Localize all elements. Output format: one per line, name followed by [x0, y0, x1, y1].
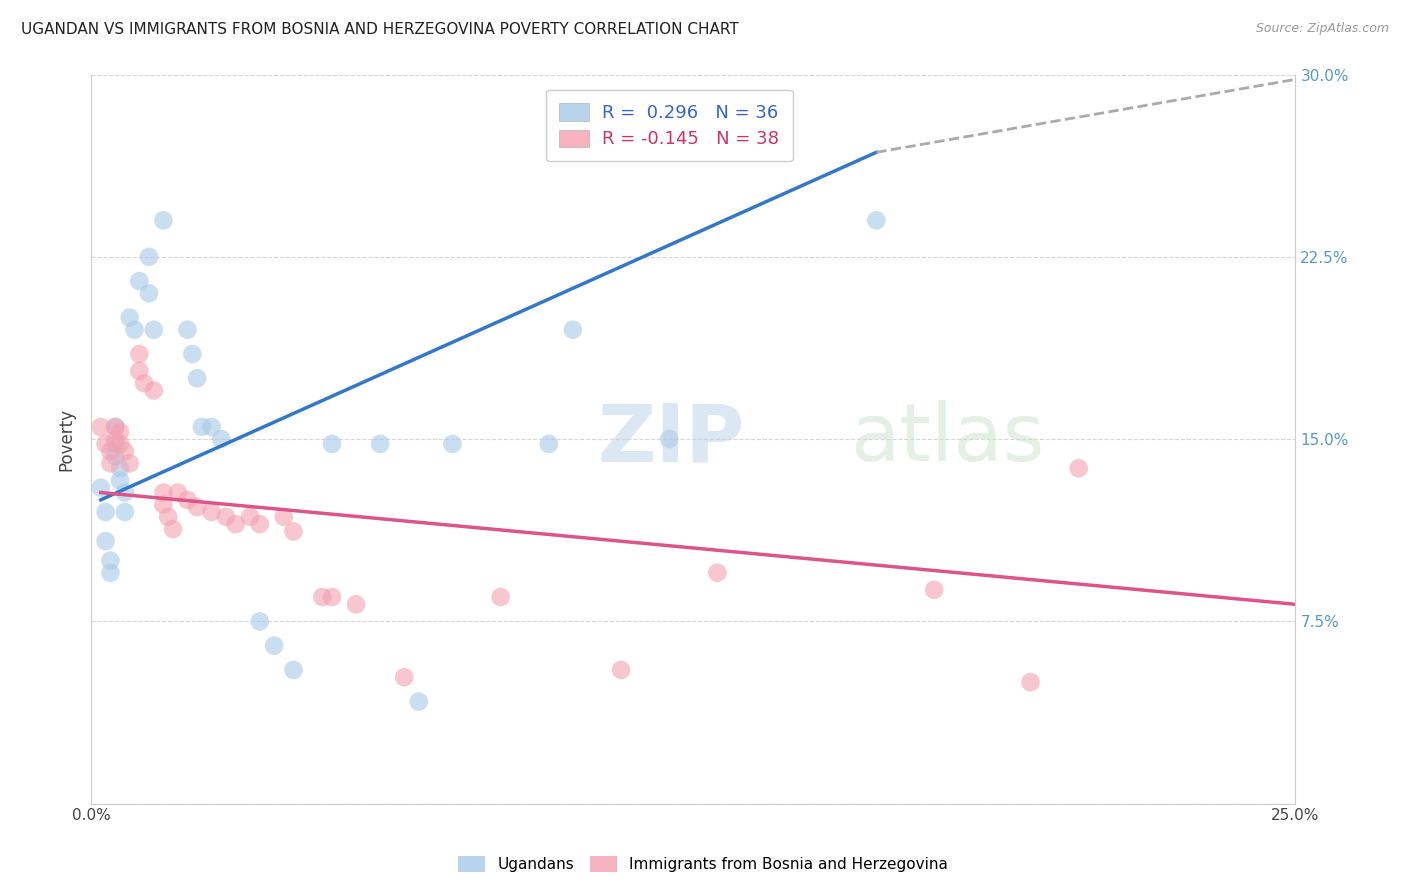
Point [186, 371, 208, 385]
Point [865, 213, 887, 227]
Text: atlas: atlas [849, 401, 1045, 478]
Point [104, 420, 127, 434]
Point [142, 384, 165, 398]
Point [181, 347, 204, 361]
Point [706, 566, 728, 580]
Point [344, 598, 367, 612]
Point [283, 663, 305, 677]
Point [152, 213, 174, 227]
Point [283, 524, 305, 539]
Point [191, 420, 214, 434]
Point [114, 505, 136, 519]
Text: Source: ZipAtlas.com: Source: ZipAtlas.com [1256, 22, 1389, 36]
Point [100, 566, 122, 580]
Point [90, 481, 112, 495]
Point [176, 492, 198, 507]
Point [108, 461, 131, 475]
Point [138, 286, 160, 301]
Point [104, 437, 127, 451]
Point [200, 505, 222, 519]
Point [273, 509, 295, 524]
Point [134, 376, 156, 391]
Point [311, 590, 333, 604]
Point [1019, 675, 1042, 690]
Point [658, 432, 681, 446]
Point [118, 310, 141, 325]
Text: ZIP: ZIP [598, 401, 744, 478]
Point [162, 522, 184, 536]
Text: UGANDAN VS IMMIGRANTS FROM BOSNIA AND HERZEGOVINA POVERTY CORRELATION CHART: UGANDAN VS IMMIGRANTS FROM BOSNIA AND HE… [21, 22, 738, 37]
Y-axis label: Poverty: Poverty [58, 408, 75, 471]
Point [209, 432, 232, 446]
Point [100, 456, 122, 470]
Point [100, 553, 122, 567]
Point [152, 498, 174, 512]
Point [200, 420, 222, 434]
Point [118, 456, 141, 470]
Point [176, 323, 198, 337]
Point [225, 517, 247, 532]
Point [186, 500, 208, 515]
Point [114, 485, 136, 500]
Point [167, 485, 190, 500]
Point [104, 420, 127, 434]
Point [94, 534, 117, 549]
Point [321, 437, 343, 451]
Point [368, 437, 391, 451]
Point [104, 432, 127, 446]
Point [249, 615, 271, 629]
Point [157, 509, 180, 524]
Point [90, 420, 112, 434]
Point [100, 444, 122, 458]
Point [537, 437, 560, 451]
Point [489, 590, 512, 604]
Point [114, 444, 136, 458]
Point [441, 437, 464, 451]
Point [408, 694, 430, 708]
Legend: Ugandans, Immigrants from Bosnia and Herzegovina: Ugandans, Immigrants from Bosnia and Her… [450, 848, 956, 880]
Point [124, 323, 146, 337]
Point [108, 474, 131, 488]
Point [94, 437, 117, 451]
Point [561, 323, 583, 337]
Point [922, 582, 945, 597]
Point [108, 425, 131, 439]
Point [128, 347, 150, 361]
Point [152, 485, 174, 500]
Point [128, 274, 150, 288]
Point [321, 590, 343, 604]
Point [1067, 461, 1090, 475]
Point [610, 663, 633, 677]
Point [263, 639, 285, 653]
Point [108, 437, 131, 451]
Point [138, 250, 160, 264]
Point [104, 449, 127, 463]
Point [94, 505, 117, 519]
Point [128, 364, 150, 378]
Point [215, 509, 238, 524]
Point [394, 670, 416, 684]
Legend: R =  0.296   N = 36, R = -0.145   N = 38: R = 0.296 N = 36, R = -0.145 N = 38 [546, 90, 793, 161]
Point [142, 323, 165, 337]
Point [249, 517, 271, 532]
Point [239, 509, 262, 524]
